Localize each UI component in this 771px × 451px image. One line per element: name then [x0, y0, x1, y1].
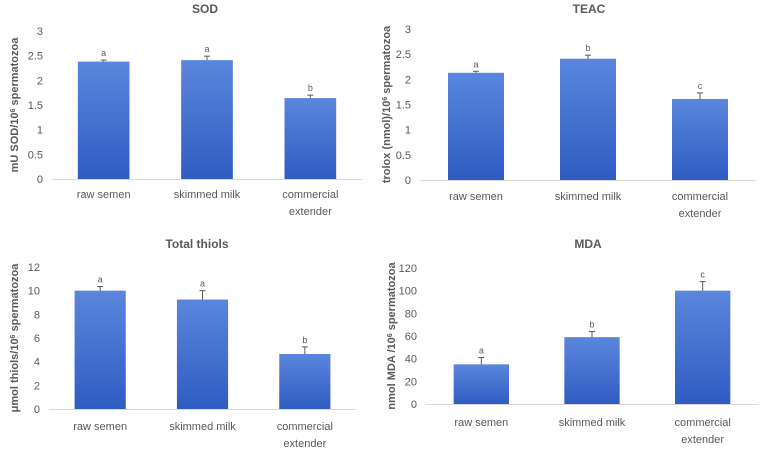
- mda-chart: MDA nmol MDA /106 spermatozoa 0 20 40 60 80 100…: [386, 237, 758, 446]
- sod-significance-letter: b: [308, 83, 313, 93]
- mda-bar: [675, 290, 731, 404]
- mda-x-tick-label: raw semen: [454, 417, 508, 429]
- teac-significance-letter: c: [698, 81, 703, 91]
- teac-y-tick-label: 2.5: [396, 49, 411, 61]
- teac-y-tick-label: 0: [405, 175, 411, 187]
- sod-significance-letter: a: [101, 48, 106, 58]
- teac-chart: TEAC trolox (nmol)/106 spermatozoa 0 0.5 1 1.…: [381, 2, 756, 220]
- sod-title: SOD: [192, 2, 218, 16]
- sod-y-tick-label: 1: [37, 125, 43, 137]
- thiols-y-tick-label: 6: [34, 333, 40, 345]
- thiols-bar: [176, 299, 229, 409]
- sod-x-tick-label: commercial extender: [282, 189, 338, 218]
- sod-chart: SOD mU SOD/106 spermatozoa 0 0.5 1 1.5 2 2.5 3 a r…: [9, 2, 362, 218]
- thiols-x-tick-label: skimmed milk: [169, 421, 236, 433]
- teac-y-tick-label: 1.5: [396, 100, 411, 112]
- thiols-y-tick-label: 2: [34, 380, 40, 392]
- thiols-y-tick-label: 10: [28, 286, 40, 298]
- thiols-title: Total thiols: [165, 237, 228, 251]
- thiols-y-tick-label: 4: [34, 357, 40, 369]
- sod-bar: [284, 98, 337, 179]
- teac-y-axis-label: trolox (nmol)/106 spermatozoa: [381, 25, 393, 183]
- thiols-y-tick-label: 0: [34, 404, 40, 416]
- teac-x-tick-label: skimmed milk: [555, 191, 622, 203]
- mda-y-tick-label: 100: [399, 286, 417, 298]
- sod-bar: [181, 60, 233, 179]
- mda-y-tick-label: 80: [405, 308, 417, 320]
- teac-bar: [672, 98, 728, 180]
- sod-significance-letter: a: [204, 44, 209, 54]
- mda-y-tick-label: 20: [405, 376, 417, 388]
- thiols-significance-letter: a: [98, 275, 103, 285]
- sod-x-tick-label: raw semen: [77, 189, 131, 201]
- sod-y-tick-label: 0.5: [28, 149, 43, 161]
- teac-title: TEAC: [573, 2, 606, 16]
- teac-bar: [560, 58, 616, 180]
- sod-y-tick-label: 3: [37, 26, 43, 38]
- teac-y-tick-label: 3: [405, 24, 411, 36]
- thiols-y-tick-label: 8: [34, 309, 40, 321]
- mda-bar: [453, 364, 509, 404]
- sod-x-tick-label: skimmed milk: [174, 189, 241, 201]
- mda-significance-letter: a: [479, 346, 484, 356]
- sod-y-tick-label: 1.5: [28, 100, 43, 112]
- sod-y-tick-label: 2: [37, 75, 43, 87]
- thiols-bar: [74, 290, 126, 409]
- mda-y-tick-label: 60: [405, 331, 417, 343]
- teac-x-tick-label: raw semen: [449, 191, 503, 203]
- mda-x-tick-label: commercial extender: [675, 417, 731, 446]
- thiols-chart: Total thiols μmol thiols/106 spermatozoa 0…: [9, 237, 356, 450]
- sod-y-tick-label: 0: [37, 174, 43, 186]
- thiols-significance-letter: a: [200, 279, 205, 289]
- teac-x-tick-label: commercial extender: [672, 191, 728, 220]
- sod-y-tick-label: 2.5: [28, 51, 43, 63]
- teac-y-tick-label: 0.5: [396, 150, 411, 162]
- thiols-bar: [279, 353, 331, 409]
- thiols-x-tick-label: commercial extender: [277, 421, 333, 450]
- teac-significance-letter: a: [473, 59, 478, 69]
- mda-x-tick-label: skimmed milk: [559, 417, 626, 429]
- mda-y-tick-label: 40: [405, 354, 417, 366]
- mda-bar: [564, 337, 620, 404]
- thiols-y-tick-label: 12: [28, 262, 40, 274]
- thiols-significance-letter: b: [302, 335, 307, 345]
- thiols-x-tick-label: raw semen: [73, 421, 127, 433]
- mda-y-tick-label: 120: [399, 263, 417, 275]
- teac-y-tick-label: 1: [405, 125, 411, 137]
- mda-y-tick-label: 0: [411, 399, 417, 411]
- mda-significance-letter: c: [700, 270, 705, 280]
- teac-significance-letter: b: [585, 43, 590, 53]
- mda-significance-letter: b: [589, 319, 594, 329]
- teac-bar: [448, 72, 504, 180]
- thiols-y-axis-label: μmol thiols/106 spermatozoa: [9, 263, 21, 413]
- mda-title: MDA: [574, 237, 602, 251]
- teac-y-tick-label: 2: [405, 74, 411, 86]
- sod-bar: [77, 61, 130, 179]
- sod-y-axis-label: mU SOD/106 spermatozoa: [9, 37, 21, 173]
- mda-y-axis-label: nmol MDA /106 spermatozoa: [386, 262, 398, 410]
